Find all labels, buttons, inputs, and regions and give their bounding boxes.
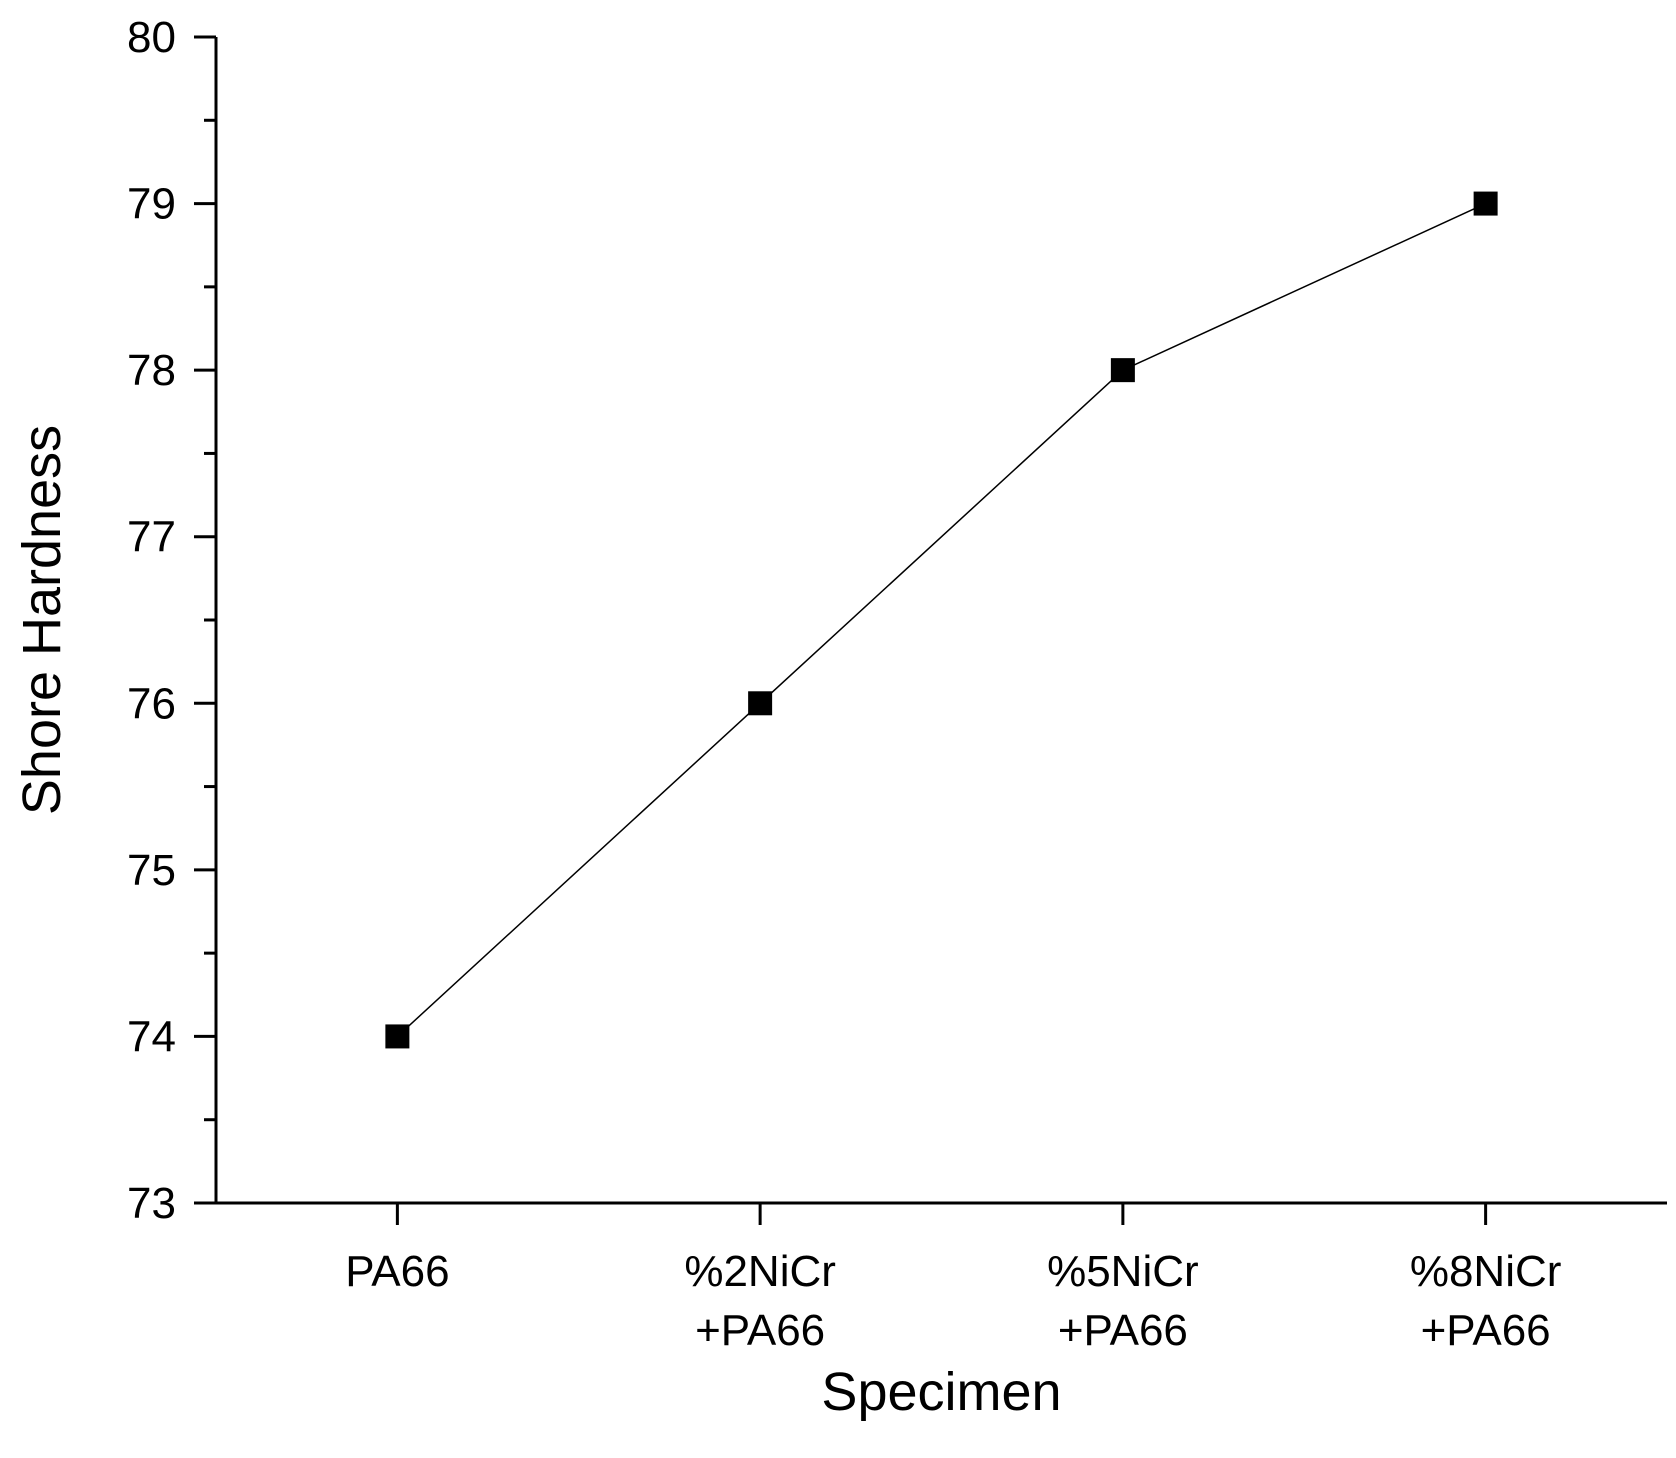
data-point-marker [1473, 191, 1498, 216]
y-tick-label: 74 [127, 1012, 176, 1061]
y-tick-label: 77 [127, 513, 176, 562]
x-tick-label: PA66 [345, 1247, 449, 1296]
x-tick-label: %8NiCr +PA66 [1410, 1247, 1562, 1355]
data-point-marker [385, 1024, 410, 1049]
axes: 73 74 75 76 77 78 79 80 PA66 %2NiCr +PA66 %5NiCr +PA… [127, 13, 1667, 1355]
series-line [396, 202, 1486, 1037]
x-tick-label: %2NiCr +PA66 [684, 1247, 836, 1355]
x-axis-title: Specimen [821, 1362, 1061, 1422]
y-tick-label: 79 [127, 180, 176, 229]
y-tick-label: 78 [127, 346, 176, 395]
x-tick-label-line: +PA66 [1421, 1306, 1551, 1355]
x-tick-label-line: +PA66 [1058, 1306, 1188, 1355]
x-tick-label-line: %5NiCr [1047, 1247, 1199, 1296]
x-tick-label-line: +PA66 [695, 1306, 825, 1355]
data-point-marker [748, 691, 773, 716]
data-point-marker [1110, 358, 1135, 383]
x-tick-label: %5NiCr +PA66 [1047, 1247, 1199, 1355]
labels: Specimen Shore Hardness [12, 425, 1062, 1422]
x-tick-label-line: PA66 [345, 1247, 449, 1296]
y-tick-label: 76 [127, 679, 176, 728]
y-tick-label: 75 [127, 846, 176, 895]
x-tick-label-line: %8NiCr [1410, 1247, 1562, 1296]
series-layer [385, 191, 1498, 1049]
x-tick-label-line: %2NiCr [684, 1247, 836, 1296]
y-tick-label: 80 [127, 13, 176, 62]
y-tick-label: 73 [127, 1179, 176, 1228]
y-axis-title: Shore Hardness [12, 425, 72, 815]
